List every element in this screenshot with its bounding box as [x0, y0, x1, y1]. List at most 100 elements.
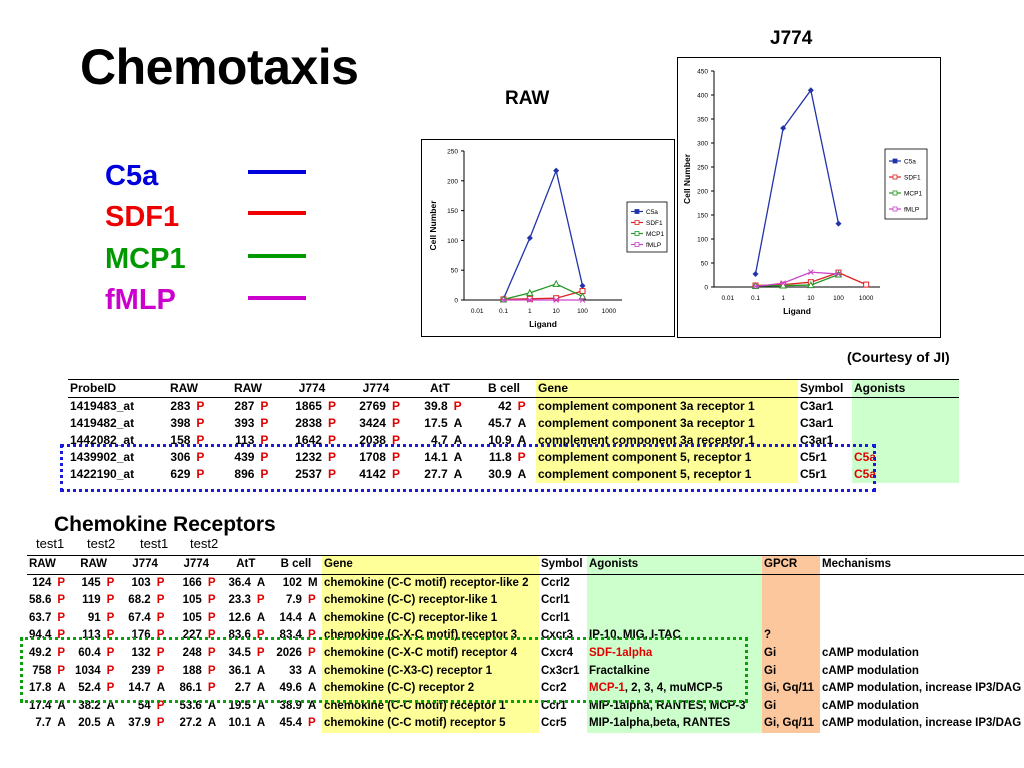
gene-symbol: Ccrl1 [541, 611, 570, 624]
call-flag: P [260, 399, 269, 413]
legend-marker-c5a [892, 158, 898, 164]
agonist [587, 592, 762, 610]
expression-value: 145 [81, 576, 101, 589]
data-point-fmlp [553, 297, 560, 303]
raw-chart-label: RAW [505, 88, 550, 109]
call-flag: A [256, 717, 266, 730]
call-flag: P [453, 399, 462, 413]
call-flag: A [453, 450, 463, 464]
series-line-fmlp [755, 271, 839, 288]
th-j774b: J774 [344, 379, 408, 398]
call-flag: A [307, 682, 317, 695]
agonist: C5a [852, 449, 959, 466]
legend-line-sdf1 [248, 211, 306, 215]
probe-id: 1422190_at [70, 467, 135, 481]
raw-chemotaxis-chart: 0 50 100 150 200 250 0.01 0.1 1 10 100 1000 Ligand Ce… [421, 139, 675, 337]
expression-value: 67.4 [128, 611, 151, 624]
call-flag: P [196, 467, 205, 481]
complement-receptor-table: ProbeID RAW RAW J774 J774 AtT B cell Gen… [68, 379, 959, 483]
test-label-4: test2 [190, 536, 219, 551]
call-flag: P [517, 450, 526, 464]
expression-value: 12.6 [228, 611, 251, 624]
data-point-fmlp [807, 269, 814, 275]
expression-value: 1708 [359, 450, 386, 464]
series-line-mcp1 [503, 283, 583, 301]
expression-value: 49.2 [29, 646, 52, 659]
mechanism [820, 592, 1024, 610]
expression-value: 105 [182, 611, 202, 624]
call-flag: P [156, 646, 165, 659]
gpcr-type: ? [762, 627, 820, 645]
legend-entry: fMLP [646, 242, 661, 249]
call-flag: P [256, 646, 265, 659]
call-flag: P [57, 646, 66, 659]
series-line-sdf1 [503, 290, 583, 301]
call-flag: P [207, 576, 216, 589]
th2-symbol: Symbol [539, 555, 587, 575]
mechanism: cAMP modulation [822, 646, 919, 659]
th2-j774b: J774 [170, 555, 222, 575]
probe-id: 1419482_at [70, 416, 135, 430]
y-tick-label: 150 [697, 213, 708, 220]
mechanism: cAMP modulation [822, 664, 919, 677]
y-axis-label: Cell Number [428, 200, 438, 251]
th-j774a: J774 [280, 379, 344, 398]
call-flag: A [307, 699, 317, 712]
th2-raw1: RAW [27, 555, 68, 575]
call-flag: A [307, 611, 317, 624]
agonist: Fractalkine [587, 662, 762, 681]
expression-value: 10.9 [488, 433, 512, 447]
y-tick-label: 300 [697, 141, 708, 148]
gene-symbol: C5r1 [800, 467, 827, 481]
data-point-mcp1 [806, 281, 815, 289]
call-flag: P [307, 594, 316, 607]
mechanism [820, 574, 1024, 592]
expression-value: 52.4 [78, 682, 101, 695]
mechanism: cAMP modulation [822, 699, 919, 712]
call-flag: P [156, 594, 165, 607]
call-flag: A [207, 699, 217, 712]
th-att: AtT [408, 379, 472, 398]
test-label-2: test2 [87, 536, 116, 551]
probe-id: 1439902_at [70, 450, 135, 464]
cxcr4-ccr2-highlight-box [20, 637, 748, 703]
expression-value: 27.2 [179, 717, 202, 730]
expression-value: 2038 [359, 433, 386, 447]
gpcr-type [762, 574, 820, 593]
data-point-mcp1 [525, 288, 534, 296]
expression-value: 14.7 [128, 682, 151, 695]
call-flag: P [156, 717, 165, 730]
call-flag: A [256, 576, 266, 589]
expression-value: 7.7 [35, 717, 52, 730]
c5a-highlight-box [60, 444, 876, 492]
expression-value: 3424 [359, 416, 386, 430]
call-flag: P [196, 399, 205, 413]
call-flag: P [156, 611, 165, 624]
y-tick-label: 200 [447, 178, 458, 185]
call-flag: A [307, 664, 317, 677]
gene-name: chemokine (C-C) receptor 2 [322, 680, 539, 698]
expression-value: 10.1 [228, 717, 251, 730]
agonist [852, 397, 959, 415]
call-flag: P [57, 629, 66, 642]
call-flag: P [391, 467, 400, 481]
agonist-highlight: MCP-1 [589, 682, 625, 695]
call-flag: P [260, 433, 269, 447]
x-tick-label: 1000 [602, 308, 617, 315]
call-flag: P [196, 450, 205, 464]
data-point-sdf1 [553, 295, 560, 302]
expression-value: 2026 [276, 646, 302, 659]
y-tick-label: 200 [697, 189, 708, 196]
gpcr-type: Gi [762, 644, 820, 663]
gene-name: chemokine (C-C) receptor-like 1 [322, 592, 539, 610]
series-line-c5a [502, 168, 584, 300]
gene-symbol: C3ar1 [800, 433, 834, 447]
agonist-text: Fractalkine [589, 664, 650, 677]
expression-value: 63.7 [29, 611, 52, 624]
call-flag: P [156, 576, 165, 589]
expression-value: 34.5 [228, 646, 251, 659]
th-raw1: RAW [152, 379, 216, 398]
expression-value: 2537 [295, 467, 322, 481]
